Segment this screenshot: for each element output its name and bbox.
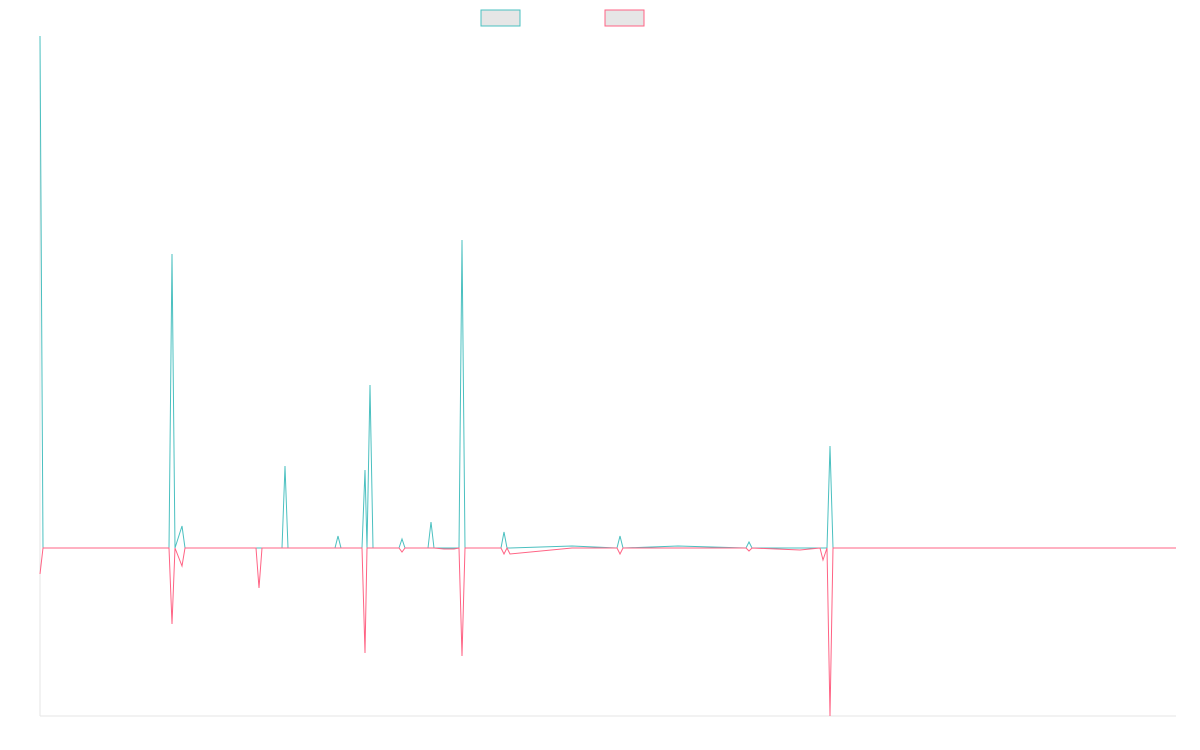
legend-swatch[interactable] [480,9,521,27]
series-line [39,35,1176,549]
series-line [39,546,1176,717]
legend-swatch[interactable] [604,9,645,27]
